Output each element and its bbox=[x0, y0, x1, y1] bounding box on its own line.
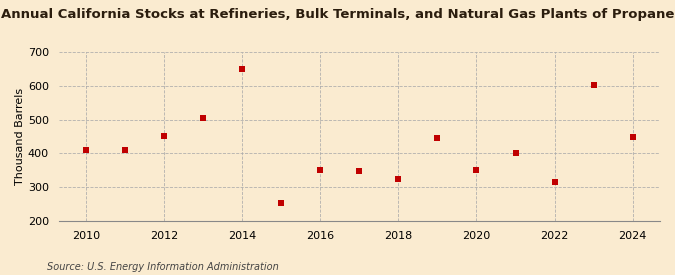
Y-axis label: Thousand Barrels: Thousand Barrels bbox=[15, 88, 25, 185]
Point bbox=[276, 201, 287, 205]
Text: Annual California Stocks at Refineries, Bulk Terminals, and Natural Gas Plants o: Annual California Stocks at Refineries, … bbox=[1, 8, 674, 21]
Point bbox=[198, 116, 209, 120]
Point bbox=[393, 177, 404, 181]
Point bbox=[119, 148, 130, 152]
Point bbox=[549, 180, 560, 184]
Point bbox=[432, 135, 443, 140]
Point bbox=[588, 83, 599, 88]
Point bbox=[80, 148, 91, 152]
Point bbox=[237, 66, 248, 71]
Point bbox=[354, 169, 364, 173]
Point bbox=[159, 134, 169, 138]
Point bbox=[471, 168, 482, 172]
Point bbox=[315, 168, 325, 172]
Text: Source: U.S. Energy Information Administration: Source: U.S. Energy Information Administ… bbox=[47, 262, 279, 272]
Point bbox=[510, 151, 521, 156]
Point bbox=[627, 135, 638, 139]
